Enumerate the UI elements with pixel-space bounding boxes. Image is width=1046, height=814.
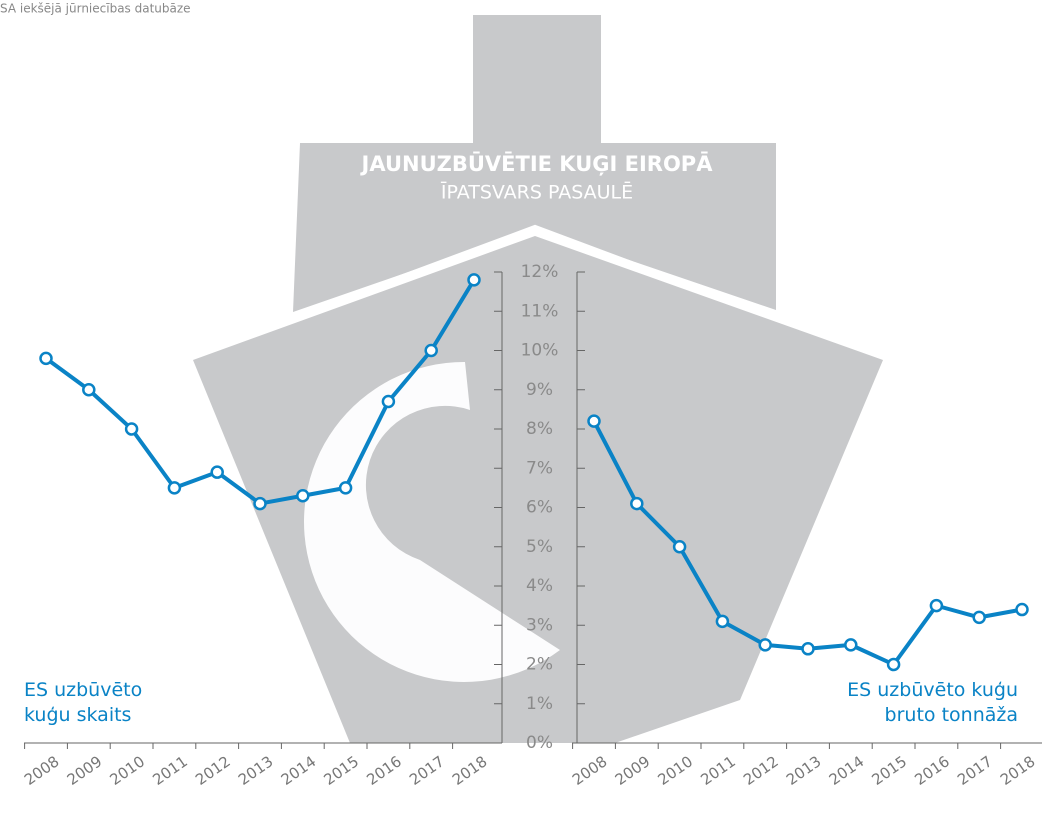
x-tick-label: 2012 [192, 752, 234, 789]
data-point [931, 600, 942, 611]
x-tick-label: 2018 [449, 752, 491, 789]
y-tick-label: 2% [526, 655, 553, 675]
data-point [255, 498, 266, 509]
data-point [803, 643, 814, 654]
data-point [126, 424, 137, 435]
x-tick-label: 2018 [997, 752, 1039, 789]
y-tick-label: 7% [526, 458, 553, 478]
x-tick-label: 2012 [740, 752, 782, 789]
y-tick-label: 9% [526, 380, 553, 400]
data-point [1017, 604, 1028, 615]
data-point [717, 616, 728, 627]
x-tick-label: 2014 [826, 752, 868, 789]
data-point [297, 490, 308, 501]
x-tick-label: 2008 [569, 752, 611, 789]
data-point [760, 639, 771, 650]
x-tick-label: 2009 [612, 752, 654, 789]
y-tick-label: 0% [526, 733, 553, 753]
data-point [383, 396, 394, 407]
y-tick-label: 3% [526, 615, 553, 635]
x-tick-label: 2015 [869, 752, 911, 789]
data-point [674, 541, 685, 552]
x-tick-label: 2017 [406, 752, 448, 789]
x-tick-label: 2017 [954, 752, 996, 789]
chart-title: JAUNUZBŪVĒTIE KUĢI EIROPĀ [360, 151, 714, 176]
data-point [169, 482, 180, 493]
series-label: ES uzbūvēto kuģu skaits [24, 678, 142, 728]
y-tick-label: 11% [521, 301, 559, 321]
data-point [83, 384, 94, 395]
data-point [41, 353, 52, 364]
source: SA iekšējā jūrniecības datubāze [0, 2, 191, 16]
x-tick-label: 2013 [235, 752, 277, 789]
y-tick-label: 8% [526, 419, 553, 439]
data-point [974, 612, 985, 623]
y-tick-label: 4% [526, 576, 553, 596]
x-tick-label: 2015 [321, 752, 363, 789]
x-tick-label: 2008 [21, 752, 63, 789]
y-tick-label: 10% [521, 341, 559, 361]
x-tick-label: 2011 [697, 752, 739, 789]
data-point [469, 274, 480, 285]
data-point [212, 467, 223, 478]
x-tick-label: 2011 [149, 752, 191, 789]
data-point [340, 482, 351, 493]
y-tick-label: 5% [526, 537, 553, 557]
y-tick-label: 1% [526, 694, 553, 714]
x-tick-label: 2010 [107, 752, 149, 789]
data-point [631, 498, 642, 509]
x-tick-label: 2010 [655, 752, 697, 789]
data-point [888, 659, 899, 670]
x-tick-label: 2016 [363, 752, 405, 789]
x-tick-label: 2009 [64, 752, 106, 789]
data-point [589, 416, 600, 427]
x-tick-label: 2014 [278, 752, 320, 789]
series-label: ES uzbūvēto kuģu bruto tonnāža [847, 678, 1018, 728]
y-tick-label: 12% [521, 262, 559, 282]
data-point [426, 345, 437, 356]
data-point [845, 639, 856, 650]
page: SA iekšējā jūrniecības datubāze JAUNUZBŪ… [0, 0, 1046, 814]
x-tick-label: 2016 [911, 752, 953, 789]
chart-subtitle: ĪPATSVARS PASAULĒ [441, 180, 633, 204]
y-tick-label: 6% [526, 498, 553, 518]
x-tick-label: 2013 [783, 752, 825, 789]
